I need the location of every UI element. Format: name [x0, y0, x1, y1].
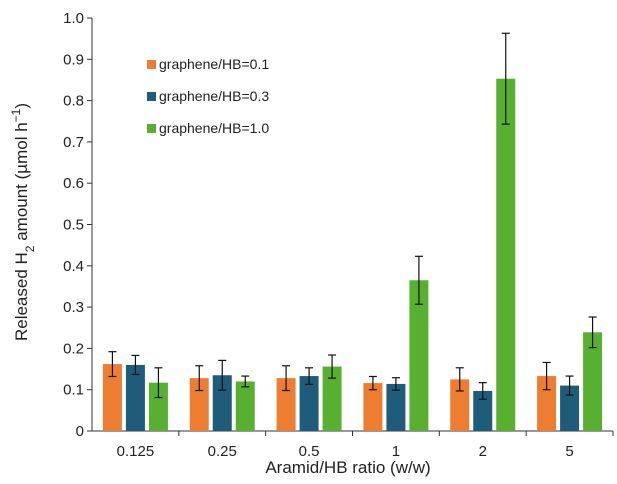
bar-series-2 — [299, 376, 319, 431]
bar-series-2 — [386, 383, 406, 431]
y-axis-title-middle: amount (µmol h — [12, 122, 31, 245]
bar-series-3 — [583, 332, 603, 431]
bar-series-3 — [496, 78, 516, 431]
y-tick-label: 0 — [76, 423, 84, 440]
bar-series-1 — [450, 379, 470, 431]
legend-swatch-2 — [147, 92, 156, 101]
y-axis-title-suffix: ) — [12, 103, 31, 109]
y-axis-title-prefix: Released H — [12, 252, 31, 341]
x-tick-label: 1 — [392, 443, 400, 460]
bar-series-3 — [322, 366, 342, 431]
y-tick-label: 0.1 — [63, 382, 84, 399]
y-tick-label: 0.5 — [63, 217, 84, 234]
y-axis-title: Released H2 amount (µmol h−1) — [9, 103, 37, 341]
svg-text:Released H2 amount (µmol h−1): Released H2 amount (µmol h−1) — [9, 103, 37, 341]
y-tick-label: 0.7 — [63, 134, 84, 151]
x-tick-label: 0.25 — [208, 443, 237, 460]
legend-swatch-1 — [147, 60, 156, 69]
bar-series-1 — [102, 364, 122, 431]
y-tick-label: 1.0 — [63, 10, 84, 27]
y-tick-label: 0.2 — [63, 340, 84, 357]
y-tick-label: 0.9 — [63, 51, 84, 68]
x-tick-label: 2 — [479, 443, 487, 460]
bar-series-2 — [560, 385, 580, 431]
bar-series-1 — [363, 383, 383, 431]
bar-series-3 — [235, 381, 255, 431]
y-axis-title-superscript: −1 — [9, 108, 23, 122]
bar-series-1 — [537, 376, 557, 431]
x-tick-label: 5 — [565, 443, 573, 460]
legend-label-1: graphene/HB=0.1 — [159, 56, 269, 72]
bar-series-2 — [212, 375, 232, 431]
y-axis-title-subscript: 2 — [23, 245, 37, 252]
x-tick-label: 0.5 — [299, 443, 320, 460]
bar-series-1 — [276, 378, 296, 431]
bar-series-2 — [125, 364, 145, 431]
y-tick-label: 0.3 — [63, 299, 84, 316]
bar-series-2 — [473, 390, 493, 431]
bar-series-1 — [189, 378, 209, 431]
y-tick-label: 0.6 — [63, 175, 84, 192]
x-axis-title: Aramid/HB ratio (w/w) — [265, 458, 430, 477]
bar-series-3 — [409, 280, 429, 431]
x-tick-label: 0.125 — [117, 443, 155, 460]
bar-series-3 — [148, 382, 168, 431]
legend-label-2: graphene/HB=0.3 — [159, 88, 269, 104]
legend-swatch-3 — [147, 124, 156, 133]
y-tick-label: 0.4 — [63, 258, 84, 275]
y-tick-label: 0.8 — [63, 93, 84, 110]
legend-label-3: graphene/HB=1.0 — [159, 120, 269, 136]
